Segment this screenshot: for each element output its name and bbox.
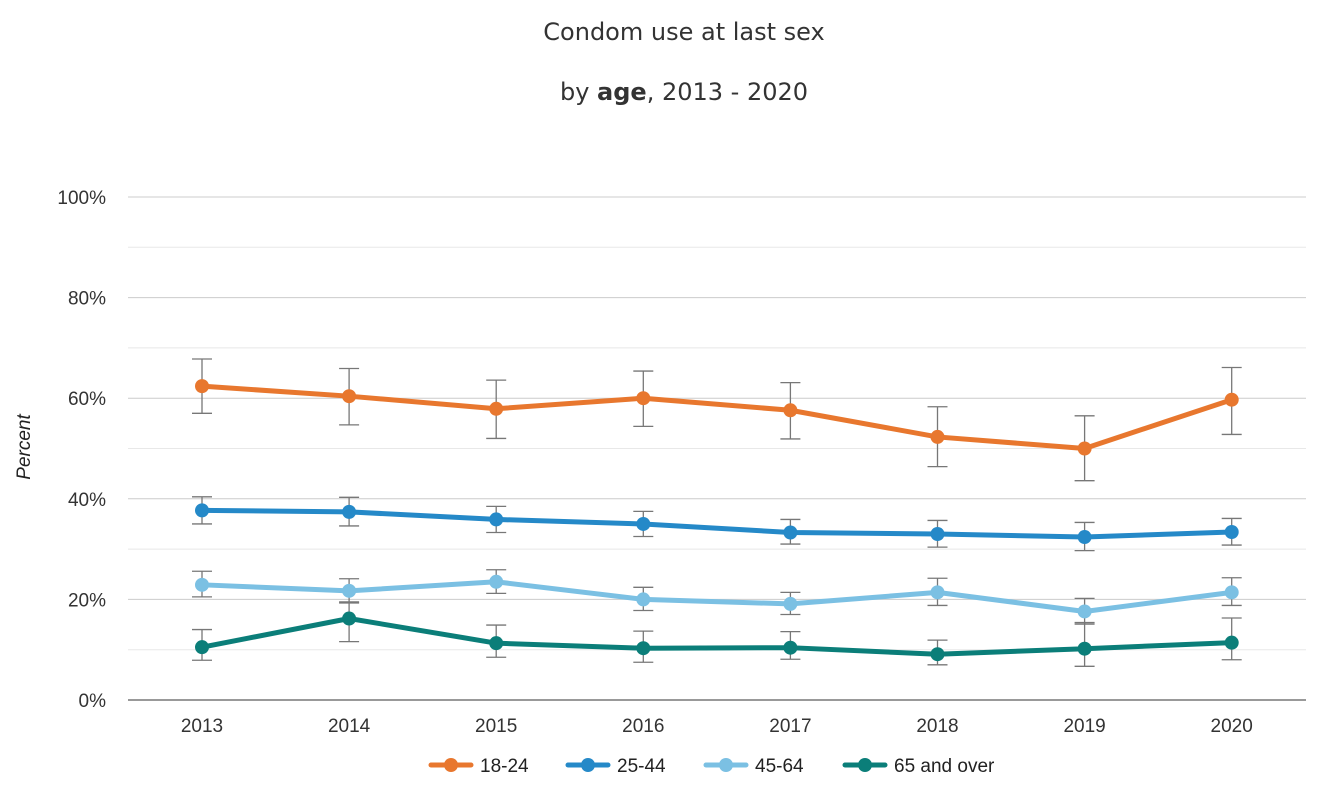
- legend-item[interactable]: 65 and over: [842, 756, 995, 777]
- data-point[interactable]: [489, 401, 504, 416]
- data-point[interactable]: [783, 403, 798, 418]
- data-point[interactable]: [342, 389, 357, 404]
- data-point[interactable]: [342, 583, 357, 598]
- x-tick-label: 2013: [181, 716, 223, 737]
- data-point[interactable]: [1224, 635, 1239, 650]
- data-point[interactable]: [1224, 392, 1239, 407]
- gridlines: [128, 196, 1306, 701]
- data-point[interactable]: [489, 512, 504, 527]
- data-point[interactable]: [1077, 604, 1092, 619]
- data-point[interactable]: [1077, 441, 1092, 456]
- subtitle-bold: age: [597, 78, 647, 106]
- data-point[interactable]: [930, 585, 945, 600]
- data-point[interactable]: [195, 503, 209, 518]
- data-point[interactable]: [636, 516, 651, 531]
- data-point[interactable]: [1077, 641, 1092, 656]
- legend-swatch-marker: [581, 758, 595, 772]
- legend-item[interactable]: 18-24: [428, 756, 529, 777]
- data-point[interactable]: [783, 596, 798, 611]
- x-tick-label: 2017: [769, 716, 811, 737]
- data-point[interactable]: [195, 379, 209, 394]
- data-point[interactable]: [1224, 524, 1239, 539]
- series-45-64: [195, 574, 1239, 619]
- data-point[interactable]: [930, 429, 945, 444]
- y-axis-title: Percent: [14, 414, 35, 480]
- y-axis-ticks: 0% 20% 40% 60% 80% 100%: [57, 188, 106, 712]
- data-point[interactable]: [489, 636, 504, 651]
- series-line: [199, 616, 1235, 657]
- data-point[interactable]: [195, 640, 209, 655]
- series-lines: [195, 379, 1239, 662]
- series-65-and-over: [195, 611, 1239, 662]
- data-point[interactable]: [783, 640, 798, 655]
- legend: 18-24 25-44 45-64 65 and over: [428, 756, 995, 777]
- data-point[interactable]: [195, 577, 209, 592]
- series-line: [199, 383, 1235, 451]
- x-axis-ticks: 2013 2014 2015 2016 2017 2018 2019 2020: [181, 716, 1253, 737]
- legend-item[interactable]: 25-44: [565, 756, 666, 777]
- x-tick-label: 2019: [1063, 716, 1105, 737]
- x-tick-label: 2015: [475, 716, 517, 737]
- x-tick-label: 2020: [1211, 716, 1253, 737]
- data-point[interactable]: [636, 592, 651, 607]
- chart-subtitle: by age, 2013 - 2020: [0, 78, 1338, 106]
- y-tick-label: 0%: [79, 691, 107, 712]
- y-tick-label: 100%: [57, 188, 106, 209]
- legend-swatch-marker: [444, 758, 458, 772]
- series-25-44: [195, 503, 1239, 545]
- data-point[interactable]: [342, 504, 357, 519]
- data-point[interactable]: [930, 647, 945, 662]
- data-point[interactable]: [930, 527, 945, 542]
- y-tick-label: 40%: [68, 490, 106, 511]
- legend-swatch-marker: [858, 758, 872, 772]
- data-point[interactable]: [783, 525, 798, 540]
- legend-label: 18-24: [480, 756, 529, 777]
- data-point[interactable]: [342, 611, 357, 626]
- data-point[interactable]: [1224, 585, 1239, 600]
- legend-swatch-marker: [719, 758, 733, 772]
- data-point[interactable]: [1077, 530, 1092, 545]
- chart-title: Condom use at last sex: [543, 18, 825, 46]
- series-line: [199, 507, 1235, 540]
- subtitle-suffix: , 2013 - 2020: [646, 78, 809, 106]
- legend-label: 25-44: [617, 756, 666, 777]
- data-point[interactable]: [636, 391, 651, 406]
- x-tick-label: 2016: [622, 716, 664, 737]
- data-point[interactable]: [636, 641, 651, 656]
- y-tick-label: 20%: [68, 590, 106, 611]
- x-tick-label: 2014: [328, 716, 371, 737]
- y-tick-label: 60%: [68, 389, 106, 410]
- subtitle-prefix: by: [559, 78, 598, 106]
- y-tick-label: 80%: [68, 289, 106, 310]
- series-18-24: [195, 379, 1239, 456]
- legend-label: 45-64: [755, 756, 804, 777]
- legend-label: 65 and over: [894, 756, 995, 777]
- x-tick-label: 2018: [916, 716, 958, 737]
- data-point[interactable]: [489, 574, 504, 589]
- series-line: [199, 579, 1235, 614]
- legend-item[interactable]: 45-64: [703, 756, 804, 777]
